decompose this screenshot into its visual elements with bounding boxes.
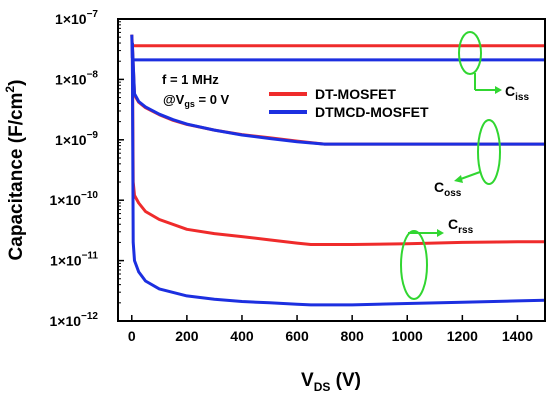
dt-mosfet-ciss-curve	[130, 34, 545, 48]
condition-bias-sub: gs	[184, 99, 195, 109]
ciss-ellipse	[458, 31, 482, 75]
crss-label: Crss	[448, 216, 474, 236]
y-tick-exponent: −12	[81, 311, 98, 322]
dtmcd-mosfet-coss-curve	[130, 42, 545, 146]
coss-arrowhead	[454, 175, 463, 183]
annotations: Ciss Coss Crss	[400, 31, 529, 300]
y-tick-label: 1×10−12	[49, 311, 98, 329]
y-tick-label: 1×10−8	[55, 69, 98, 87]
condition-bias-suffix: = 0 V	[195, 92, 230, 107]
y-tick-base: 1×10	[49, 192, 81, 208]
plot-frame	[117, 18, 546, 322]
y-tick-exponent: −10	[81, 190, 98, 201]
grid-and-ticks: 0 200 400 600 800 1000 1200 14001×10−121×10−111…	[49, 9, 533, 344]
ciss-arrowhead	[495, 86, 502, 94]
x-axis-title-unit: (V)	[330, 370, 361, 391]
x-tick-label: 1000	[392, 328, 423, 344]
crss-arrowhead	[437, 229, 444, 237]
y-axis-title-main: Capacitance (F/cm	[6, 93, 27, 261]
legend: DT-MOSFET DTMCD-MOSFET	[269, 86, 429, 120]
ciss-label-main: C	[505, 83, 515, 99]
dtmcd-mosfet-crss-curve	[130, 42, 545, 307]
plot-curves	[130, 34, 545, 307]
y-axis-title-end: )	[6, 80, 27, 86]
condition-frequency: f = 1 MHz	[162, 72, 219, 87]
x-tick-label: 600	[285, 328, 309, 344]
y-tick-label: 1×10−7	[55, 9, 98, 27]
x-tick-label: 800	[340, 328, 364, 344]
y-tick-label: 1×10−9	[55, 130, 98, 148]
crss-label-main: C	[448, 216, 458, 232]
legend-label-dt: DT-MOSFET	[315, 86, 396, 102]
condition-bias-prefix: @V	[163, 92, 185, 107]
coss-label-main: C	[434, 179, 444, 195]
y-tick-base: 1×10	[50, 253, 82, 269]
y-tick-exponent: −11	[82, 251, 99, 262]
legend-label-dtmcd: DTMCD-MOSFET	[315, 104, 429, 120]
y-tick-exponent: −9	[87, 130, 99, 141]
dt-mosfet-crss-curve	[130, 42, 545, 246]
x-tick-label: 0	[128, 328, 136, 344]
y-tick-base: 1×10	[55, 11, 87, 27]
y-axis-title-sup: 2	[3, 86, 17, 93]
x-tick-label: 200	[175, 328, 199, 344]
crss-label-sub: rss	[458, 225, 473, 236]
y-axis-title: Capacitance (F/cm2)	[3, 80, 27, 261]
condition-bias: @Vgs = 0 V	[163, 92, 230, 109]
coss-label: Coss	[434, 179, 462, 199]
x-tick-label: 400	[230, 328, 254, 344]
coss-ellipse	[477, 119, 501, 185]
ciss-label-sub: iss	[515, 92, 529, 103]
crss-ellipse	[400, 230, 428, 300]
x-tick-label: 1400	[502, 328, 533, 344]
coss-label-sub: oss	[444, 188, 462, 199]
x-tick-label: 1200	[447, 328, 478, 344]
x-axis-title-sub: DS	[314, 380, 331, 394]
y-tick-exponent: −8	[87, 69, 99, 80]
y-tick-label: 1×10−10	[49, 190, 98, 208]
y-tick-label: 1×10−11	[50, 251, 98, 269]
y-tick-exponent: −7	[87, 9, 99, 20]
y-tick-base: 1×10	[55, 132, 87, 148]
ciss-label: Ciss	[505, 83, 529, 103]
x-axis-title-main: V	[301, 370, 314, 391]
dtmcd-mosfet-ciss-curve	[130, 34, 545, 62]
y-tick-base: 1×10	[55, 71, 87, 87]
x-axis-title: VDS (V)	[301, 370, 361, 394]
y-tick-base: 1×10	[49, 313, 81, 329]
